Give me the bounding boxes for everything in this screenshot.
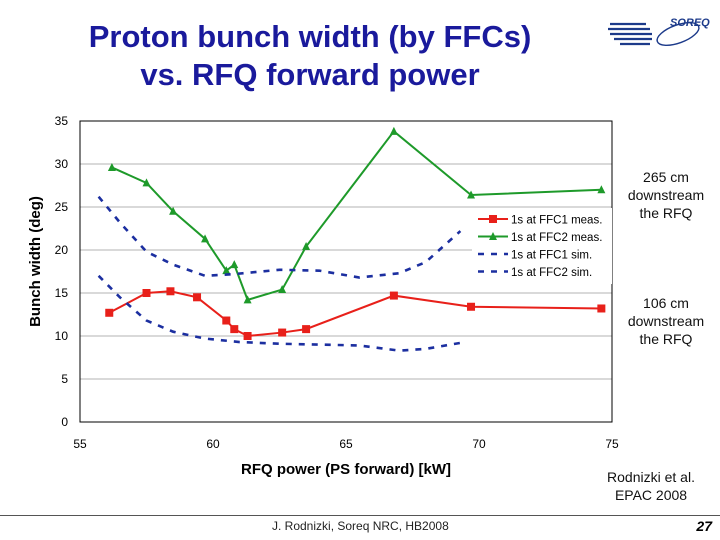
data-point — [389, 126, 398, 135]
data-point — [222, 316, 231, 325]
series-layer — [97, 126, 606, 352]
data-point — [222, 266, 231, 275]
page-number: 27 — [696, 518, 712, 534]
data-point — [201, 234, 210, 243]
y-tick-label: 10 — [55, 329, 69, 343]
data-point — [597, 185, 606, 194]
y-axis-label: Bunch width (deg) — [27, 196, 44, 327]
note-106cm: 106 cm downstream the RFQ — [616, 294, 716, 348]
note-106-line-1: 106 cm — [643, 295, 689, 311]
data-point — [142, 289, 151, 297]
series-line — [97, 195, 462, 279]
y-tick-label: 25 — [55, 200, 69, 214]
data-point — [166, 287, 175, 296]
legend-entry: 1s at FFC2 sim. — [478, 267, 592, 279]
data-point — [467, 302, 476, 311]
legend-marker — [489, 232, 497, 240]
data-point — [278, 328, 287, 337]
y-tick-label: 5 — [61, 372, 68, 386]
note-265-line-2: downstream — [627, 187, 705, 203]
data-point — [302, 242, 311, 251]
data-point — [193, 293, 202, 302]
citation-line-1: Rodnizki et al. — [607, 469, 695, 485]
data-point — [597, 304, 606, 313]
legend-marker — [489, 215, 497, 223]
note-106-line-2: downstream — [627, 313, 705, 329]
legend: 1s at FFC1 meas. 1s at FFC2 meas. 1s at FF… — [472, 208, 612, 284]
legend-entry: 1s at FFC1 sim. — [478, 250, 592, 262]
series-2 — [107, 126, 606, 304]
y-tick-label: 30 — [55, 157, 69, 171]
data-point — [230, 260, 239, 269]
x-tick-labels: 55 60 65 70 75 — [73, 437, 619, 451]
data-point — [302, 325, 311, 334]
citation-line-2: EPAC 2008 — [614, 487, 688, 503]
legend-label: 1s at FFC2 sim. — [511, 267, 592, 279]
x-tick-label: 60 — [206, 437, 220, 451]
title-line-1: Proton bunch width (by FFCs) — [88, 19, 532, 54]
data-point — [230, 325, 239, 334]
series-line — [97, 274, 461, 352]
x-tick-label: 75 — [605, 437, 619, 451]
x-axis-label: RFQ power (PS forward) [kW] — [241, 461, 451, 478]
x-tick-label: 65 — [339, 437, 353, 451]
title-line-2: vs. RFQ forward power — [140, 57, 480, 92]
data-point — [105, 308, 114, 317]
data-point — [467, 190, 476, 199]
note-265-line-1: 265 cm — [643, 169, 689, 185]
note-106-line-3: the RFQ — [639, 331, 693, 347]
note-265-line-3: the RFQ — [639, 205, 693, 221]
logo-text: SOREQ — [670, 17, 710, 29]
legend-label: 1s at FFC1 sim. — [511, 250, 592, 262]
data-point — [142, 178, 151, 187]
data-point — [389, 291, 398, 300]
data-point — [243, 295, 252, 304]
soreq-logo: SOREQ — [608, 17, 710, 47]
y-tick-label: 0 — [61, 415, 68, 429]
data-point — [278, 285, 287, 294]
legend-label: 1s at FFC1 meas. — [511, 215, 602, 227]
series-3 — [97, 274, 461, 352]
legend-entry: 1s at FFC2 meas. — [478, 232, 602, 244]
x-tick-label: 55 — [73, 437, 87, 451]
citation: Rodnizki et al. EPAC 2008 — [588, 468, 714, 504]
series-1 — [105, 287, 606, 340]
footer-divider — [0, 515, 720, 516]
data-point — [243, 332, 252, 340]
data-point — [107, 162, 116, 171]
legend-entry: 1s at FFC1 meas. — [478, 215, 602, 227]
series-line — [111, 129, 602, 302]
x-tick-label: 70 — [472, 437, 486, 451]
slide-title: Proton bunch width (by FFCs) vs. RFQ for… — [30, 18, 590, 94]
legend-label: 1s at FFC2 meas. — [511, 232, 602, 244]
series-4 — [97, 195, 462, 279]
y-tick-label: 15 — [55, 286, 69, 300]
data-point — [169, 206, 178, 215]
y-tick-labels: 0 5 10 15 20 25 30 35 — [55, 114, 69, 429]
y-tick-label: 20 — [55, 243, 69, 257]
series-line — [108, 290, 602, 338]
note-265cm: 265 cm downstream the RFQ — [616, 168, 716, 222]
y-tick-label: 35 — [55, 114, 69, 128]
footer-text: J. Rodnizki, Soreq NRC, HB2008 — [272, 519, 449, 533]
